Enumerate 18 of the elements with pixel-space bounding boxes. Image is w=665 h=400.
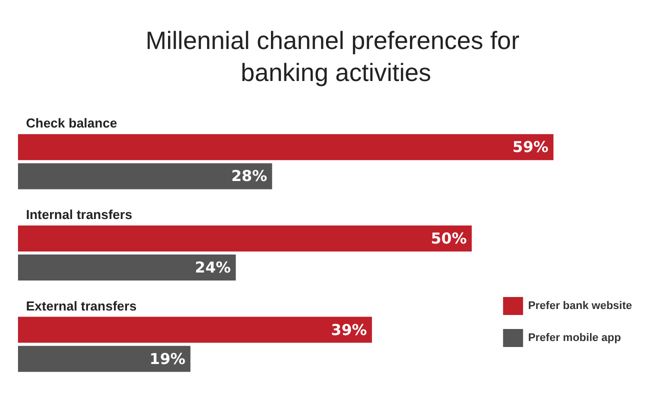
y-tick-label: Check balance <box>26 116 118 131</box>
data-label: 24% <box>194 258 231 277</box>
legend-label: Prefer mobile app <box>528 332 622 344</box>
chart-title: Millennial channel preferences for banking activities <box>146 27 520 87</box>
data-label: 39% <box>331 320 367 339</box>
bar <box>18 254 236 281</box>
bar <box>18 346 190 372</box>
bar <box>18 316 372 343</box>
y-tick-label: External transfers <box>26 298 137 314</box>
bar <box>18 163 272 190</box>
data-label: 19% <box>150 350 186 368</box>
data-label: 59% <box>512 138 548 156</box>
y-tick-label: Internal transfers <box>26 207 132 222</box>
legend-label: Prefer bank website <box>528 300 632 312</box>
data-label: 28% <box>231 167 268 186</box>
bar <box>18 134 554 160</box>
data-label: 50% <box>430 229 467 248</box>
bar <box>18 225 472 252</box>
